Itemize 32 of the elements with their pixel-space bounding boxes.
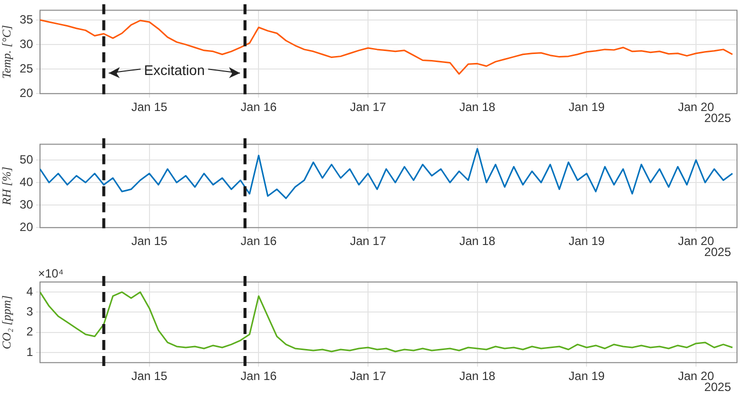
x-tick-label: Jan 16 bbox=[240, 234, 278, 248]
y-axis-title: RH [%] bbox=[0, 166, 14, 206]
y-tick-label: 20 bbox=[20, 86, 34, 100]
y-tick-label: 40 bbox=[20, 174, 34, 189]
x-tick-label: Jan 18 bbox=[459, 369, 496, 384]
x-tick-label: Jan 18 bbox=[459, 100, 496, 114]
y-tick-label: 30 bbox=[20, 36, 34, 51]
x-tick-label: Jan 15 bbox=[131, 100, 168, 114]
x-tick-label: Jan 15 bbox=[131, 369, 168, 384]
y-axis-title: Temp. [°C] bbox=[0, 24, 14, 79]
y-tick-label: 25 bbox=[20, 61, 34, 76]
y-tick-label: 3 bbox=[26, 304, 34, 319]
y-tick-label: 35 bbox=[20, 12, 34, 26]
x-tick-label: Jan 19 bbox=[568, 100, 606, 114]
y-tick-label: 4 bbox=[26, 284, 34, 298]
x-tick-label: Jan 18 bbox=[459, 234, 496, 248]
x-tick-label: Jan 17 bbox=[350, 100, 386, 114]
annotation: Excitation bbox=[144, 62, 205, 78]
y-tick-label: 50 bbox=[20, 152, 34, 166]
y-tick-label: 20 bbox=[20, 220, 34, 234]
x-tick-label: Jan 15 bbox=[131, 234, 168, 248]
text: ×10⁴ bbox=[38, 266, 64, 280]
y-tick-label: 2 bbox=[26, 324, 34, 339]
y-tick-label: 30 bbox=[20, 197, 34, 212]
x-tick-label: Jan 17 bbox=[350, 369, 386, 384]
y-tick-label: 1 bbox=[26, 344, 34, 359]
x-tick-label: Jan 16 bbox=[240, 100, 278, 114]
y-axis-title: CO₂ [ppm] bbox=[0, 295, 14, 350]
x-tick-label: Jan 19 bbox=[568, 234, 606, 248]
x-tick-label: Jan 19 bbox=[568, 369, 606, 384]
x-tick-label: Jan 16 bbox=[240, 369, 278, 384]
x-tick-label: Jan 17 bbox=[350, 234, 386, 248]
